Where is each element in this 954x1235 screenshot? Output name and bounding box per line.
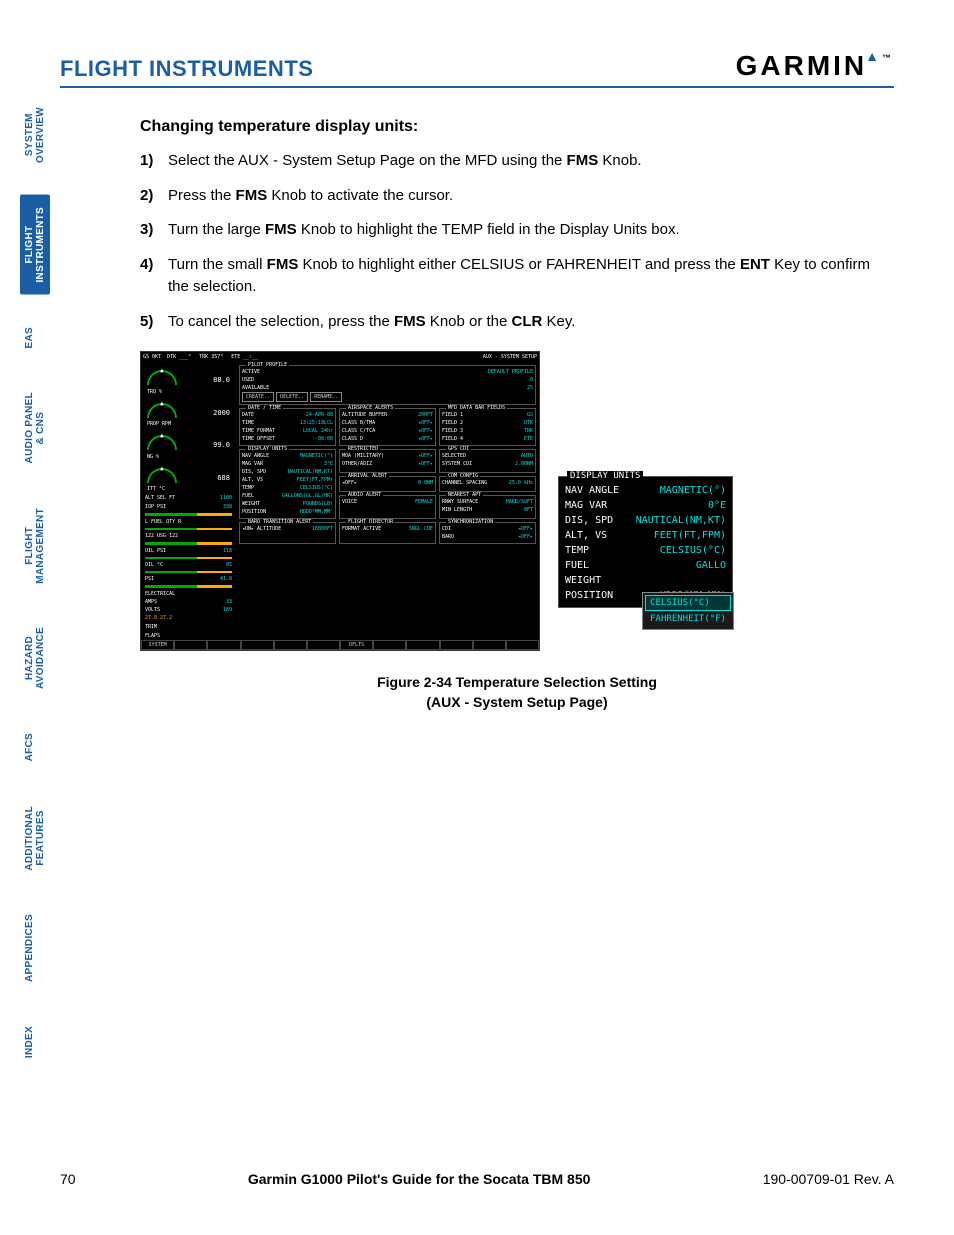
- footer-title: Garmin G1000 Pilot's Guide for the Socat…: [248, 1171, 591, 1187]
- mfd-box: RESTRICTEDMOA (MILITARY)◂OFF▸OTHER/ADIZ◂…: [339, 449, 436, 473]
- softkey: [373, 640, 406, 650]
- mfd-screenshot: GS 0KT DTK ___° TRK 357° ETE __:__ AUX -…: [140, 351, 540, 651]
- popup-title: DISPLAY UNITS: [567, 471, 643, 481]
- procedure-step: Turn the small FMS Knob to highlight eit…: [140, 254, 894, 299]
- softkey: [207, 640, 240, 650]
- popup-row: DIS, SPDNAUTICAL(NM,KT): [563, 513, 728, 528]
- page-header: FLIGHT INSTRUMENTS GARMIN ▲ ™: [60, 50, 894, 88]
- mfd-box: BARO TRANSITION ALERT◂ON▸ ALTITUDE18000F…: [239, 522, 336, 544]
- side-tab[interactable]: ADDITIONAL FEATURES: [20, 794, 50, 883]
- mfd-box: GPS CDISELECTEDAUTOSYSTEM CDI2.00NM: [439, 449, 536, 473]
- softkey: [307, 640, 340, 650]
- procedure-step: To cancel the selection, press the FMS K…: [140, 311, 894, 334]
- eis-gauge: 2000PROP RPM: [143, 397, 234, 429]
- procedure-step: Turn the large FMS Knob to highlight the…: [140, 219, 894, 242]
- softkey: [241, 640, 274, 650]
- mfd-box: SYNCHRONIZATIONCDI◂OFF▸BARO◂OFF▸: [439, 522, 536, 544]
- side-tab[interactable]: INDEX: [20, 1014, 50, 1070]
- procedure-steps: Select the AUX - System Setup Page on th…: [140, 150, 894, 333]
- side-tab[interactable]: FLIGHT MANAGEMENT: [20, 496, 50, 596]
- mfd-box: AUDIO ALERTVOICEFEMALE: [339, 495, 436, 519]
- softkey-bar: SYSTEM DFLTS: [141, 640, 539, 650]
- softkey: [440, 640, 473, 650]
- softkey: DFLTS: [340, 640, 373, 650]
- mfd-box: FLIGHT DIRECTORFORMAT ACTIVESNGL CUE: [339, 522, 436, 544]
- popup-row: ALT, VSFEET(FT,FPM): [563, 528, 728, 543]
- figure-caption: Figure 2-34 Temperature Selection Settin…: [140, 673, 894, 712]
- eis-gauge: 88.0TRQ %: [143, 364, 234, 396]
- dropdown-option: CELSIUS(°C): [645, 595, 731, 611]
- procedure-step: Press the FMS Knob to activate the curso…: [140, 185, 894, 208]
- dropdown-option: FAHRENHEIT(°F): [645, 611, 731, 627]
- side-tab[interactable]: AFCS: [20, 721, 50, 773]
- section-title: FLIGHT INSTRUMENTS: [60, 56, 313, 82]
- popup-row: NAV ANGLEMAGNETIC(°): [563, 483, 728, 498]
- mfd-box: PILOT PROFILEACTIVEDEFAULT PROFILEUSED0A…: [239, 365, 536, 405]
- softkey: SYSTEM: [141, 640, 174, 650]
- mfd-box: AIRSPACE ALERTSALTITUDE BUFFER200FTCLASS…: [339, 408, 436, 446]
- mfd-box: DISPLAY UNITSNAV ANGLEMAGNETIC(°)MAG VAR…: [239, 449, 336, 519]
- engine-indication-strip: 88.0TRQ %2000PROP RPM99.0NG %688ITT °CAL…: [141, 362, 236, 642]
- side-tab[interactable]: FLIGHT INSTRUMENTS: [20, 195, 50, 295]
- side-tabs: SYSTEM OVERVIEW FLIGHT INSTRUMENTS EAS AUDI…: [20, 95, 50, 1071]
- softkey: [274, 640, 307, 650]
- main-content: Changing temperature display units: Sele…: [140, 118, 894, 712]
- eis-gauge: 99.0NG %: [143, 429, 234, 461]
- softkey: [174, 640, 207, 650]
- side-tab[interactable]: SYSTEM OVERVIEW: [20, 95, 50, 175]
- mfd-box: NEAREST APTRNWY SURFACEHARD/SOFTMIN LENG…: [439, 495, 536, 519]
- eis-gauge: 688ITT °C: [143, 462, 234, 494]
- display-units-popup: DISPLAY UNITS NAV ANGLEMAGNETIC(°)MAG VA…: [558, 476, 733, 608]
- mfd-box: COM CONFIGCHANNEL SPACING25.0 kHz: [439, 476, 536, 492]
- mfd-setup-grid: PILOT PROFILEACTIVEDEFAULT PROFILEUSED0A…: [236, 362, 539, 642]
- page-number: 70: [60, 1171, 76, 1187]
- footer-revision: 190-00709-01 Rev. A: [763, 1171, 894, 1187]
- side-tab[interactable]: AUDIO PANEL & CNS: [20, 380, 50, 475]
- popup-row: WEIGHT: [563, 573, 728, 588]
- figure-row: GS 0KT DTK ___° TRK 357° ETE __:__ AUX -…: [140, 351, 894, 651]
- mfd-box: DATE / TIMEDATE24-APR-08TIME13:25:18LCLT…: [239, 408, 336, 446]
- mfd-box: MFD DATA BAR FIELDSFIELD 1GSFIELD 2DTKFI…: [439, 408, 536, 446]
- logo-delta-icon: ▲: [865, 48, 882, 64]
- side-tab[interactable]: HAZARD AVOIDANCE: [20, 615, 50, 701]
- popup-row: FUELGALLO: [563, 558, 728, 573]
- mfd-topbar: GS 0KT DTK ___° TRK 357° ETE __:__ AUX -…: [141, 352, 539, 362]
- procedure-heading: Changing temperature display units:: [140, 118, 894, 136]
- popup-row: MAG VAR0°E: [563, 498, 728, 513]
- softkey: [506, 640, 539, 650]
- temp-dropdown: CELSIUS(°C)FAHRENHEIT(°F): [642, 592, 734, 630]
- page-footer: 70 Garmin G1000 Pilot's Guide for the So…: [60, 1171, 894, 1187]
- mfd-box: ARRIVAL ALERT◂OFF▸0.0NM: [339, 476, 436, 492]
- softkey: [406, 640, 439, 650]
- procedure-step: Select the AUX - System Setup Page on th…: [140, 150, 894, 173]
- softkey: [473, 640, 506, 650]
- popup-row: TEMPCELSIUS(°C): [563, 543, 728, 558]
- garmin-logo: GARMIN ▲ ™: [736, 50, 894, 82]
- side-tab[interactable]: APPENDICES: [20, 902, 50, 994]
- side-tab[interactable]: EAS: [20, 315, 50, 360]
